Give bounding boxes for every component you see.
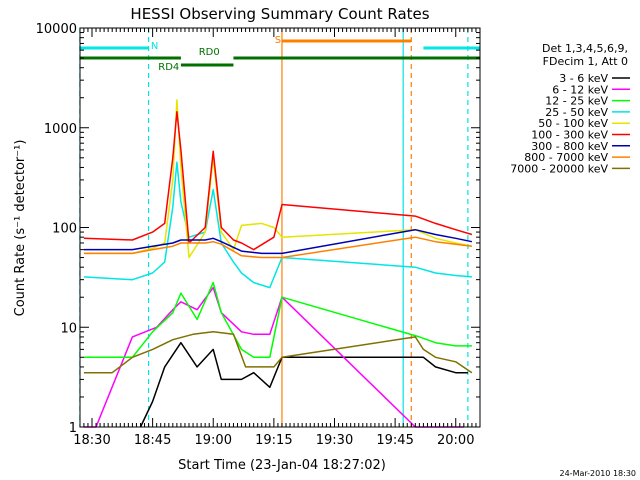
y-tick-label: 1 [69,421,77,436]
legend-entry-label: 7000 - 20000 keV [510,162,608,175]
legend-entry-label: 3 - 6 keV [559,72,608,85]
y-tick-label: 1000 [44,122,77,137]
legend: Det 1,3,4,5,6,9,FDecim 1, Att 0 3 - 6 keV… [510,42,630,175]
series-line-4 [83,161,472,289]
x-axis-label: Start Time (23-Jan-04 18:27:02) [178,458,386,473]
legend-entry-label: 12 - 25 keV [545,95,608,108]
legend-entry-label: 6 - 12 keV [552,83,608,96]
x-tick-label: 20:00 [437,433,474,448]
y-tick-label: 10 [60,321,77,336]
series-line-5 [83,99,473,259]
y-axis: 1 10 100 1000 10000 [36,22,480,436]
flag-label-rd0: RD0 [199,47,220,58]
series-line-9 [83,331,473,374]
flag-label-n: N [151,41,158,52]
flag-label-rd4: RD4 [158,62,179,73]
y-tick-label: 100 [52,222,77,237]
footer-timestamp: 24-Mar-2010 18:30 [560,469,637,478]
x-tick-label: 18:45 [134,433,171,448]
series-line-8 [83,236,472,259]
series-line-3 [83,281,472,359]
plot-frame [79,27,481,428]
legend-header: Det 1,3,4,5,6,9, [542,42,628,55]
y-tick-label: 10000 [36,22,77,37]
legend-entry-label: 300 - 800 keV [531,140,608,153]
x-tick-label: 19:15 [255,433,292,448]
x-tick-label: 19:45 [376,433,413,448]
series-line-1 [139,341,468,428]
legend-entry-label: 800 - 7000 keV [524,151,608,164]
y-axis-label: Count Rate (s⁻¹ detector⁻¹) [13,140,28,317]
flag-bars: N S RD0 RD4 [79,35,480,73]
series-line-7 [83,228,473,255]
series-group [83,99,473,428]
chart-title: HESSI Observing Summary Count Rates [130,5,429,23]
x-tick-label: 18:30 [73,433,110,448]
x-tick-label: 19:30 [316,433,353,448]
series-line-6 [83,110,473,251]
legend-header: FDecim 1, Att 0 [543,55,628,68]
flag-label-s: S [275,35,281,46]
x-axis: 18:30 18:45 19:00 19:15 19:30 19:45 20:00 [73,28,481,448]
legend-entry-label: 50 - 100 keV [538,117,608,130]
legend-entry-label: 100 - 300 keV [531,129,608,142]
legend-entry-label: 25 - 50 keV [545,106,608,119]
x-tick-label: 19:00 [195,433,232,448]
